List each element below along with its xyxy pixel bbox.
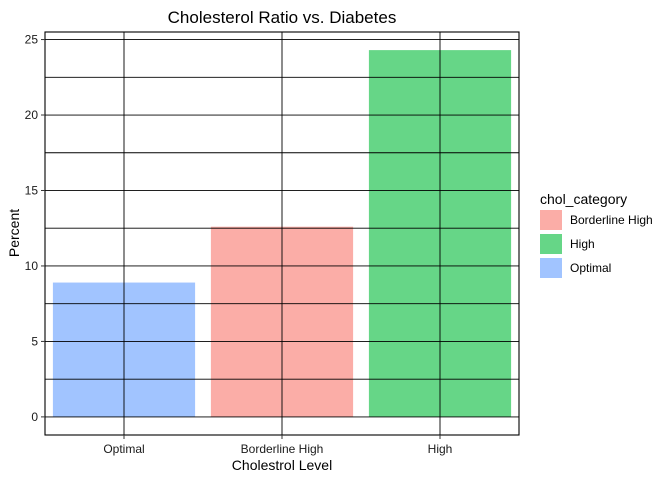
legend: chol_category Borderline High High Optimal: [540, 191, 653, 278]
legend-label: High: [570, 237, 595, 251]
legend-swatch: [540, 234, 562, 254]
y-axis-title: Percent: [6, 209, 22, 257]
y-tick-label: 25: [25, 33, 39, 47]
y-tick-label: 10: [25, 259, 39, 273]
x-tick-label: Optimal: [103, 442, 144, 456]
legend-label: Optimal: [570, 261, 611, 275]
y-tick-label: 0: [31, 410, 38, 424]
x-tick-label: High: [428, 442, 453, 456]
y-tick-label: 15: [25, 183, 39, 197]
x-tick-label: Borderline High: [241, 442, 324, 456]
legend-swatch: [540, 258, 562, 278]
x-axis-title: Cholestrol Level: [232, 457, 332, 473]
y-tick-label: 20: [25, 108, 39, 122]
chart-title: Cholesterol Ratio vs. Diabetes: [168, 8, 397, 27]
grid-overlay: [45, 32, 519, 435]
y-tick-label: 5: [31, 334, 38, 348]
legend-swatch: [540, 210, 562, 230]
legend-title: chol_category: [540, 191, 627, 207]
legend-label: Borderline High: [570, 213, 653, 227]
axes: 0 5 10 15 20 25 Optimal Borderline High High: [25, 31, 520, 456]
